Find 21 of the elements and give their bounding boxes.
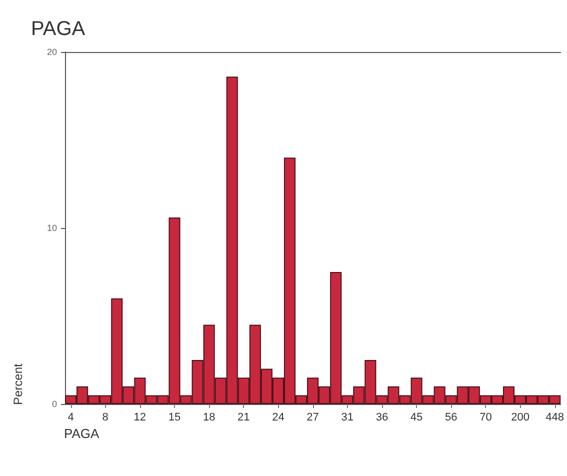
chart-title: PAGA bbox=[31, 18, 86, 40]
x-tick-label: 21 bbox=[238, 412, 250, 424]
x-tick-label: 4 bbox=[68, 412, 74, 424]
y-tick-label: 0 bbox=[52, 399, 57, 409]
x-tick-label: 45 bbox=[410, 412, 423, 424]
y-tick-label: 10 bbox=[46, 223, 57, 233]
x-tick-label: 56 bbox=[444, 412, 458, 424]
x-tick-label: 24 bbox=[272, 412, 284, 424]
x-tick-label: 12 bbox=[134, 412, 146, 424]
x-tick-label: 18 bbox=[202, 412, 216, 424]
x-tick-label: 8 bbox=[102, 412, 108, 424]
x-tick-label: 27 bbox=[306, 412, 319, 424]
x-tick-label: 200 bbox=[511, 412, 530, 424]
x-tick-label: 31 bbox=[341, 412, 354, 424]
y-tick-label: 20 bbox=[46, 47, 57, 57]
x-tick-label: 70 bbox=[480, 412, 492, 424]
y-axis-title: Percent bbox=[11, 362, 25, 405]
x-axis-title: PAGA bbox=[64, 426, 100, 441]
x-tick-label: 448 bbox=[546, 412, 564, 424]
x-tick-label: 15 bbox=[168, 412, 181, 424]
x-tick-label: 36 bbox=[376, 412, 388, 424]
